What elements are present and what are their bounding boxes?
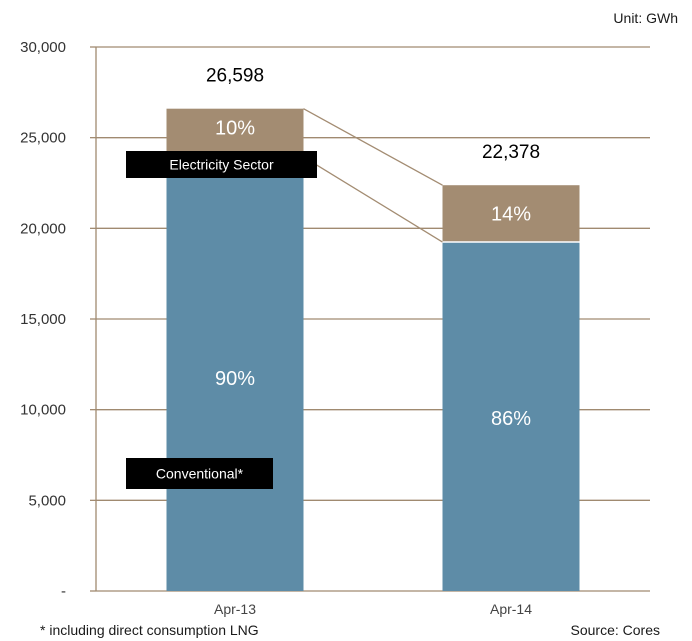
percent-label-electricity: 10% (215, 118, 255, 140)
y-tick-label: 20,000 (20, 220, 66, 237)
x-tick-label: Apr-13 (214, 601, 256, 617)
series-label-conventional-box (126, 458, 273, 489)
y-tick-label: 30,000 (20, 39, 66, 56)
bar-segment-electricity (442, 185, 580, 243)
series-label-conventional-text: Conventional* (156, 466, 244, 482)
bar-segment-conventional (166, 156, 304, 592)
connector-line-total (303, 108, 443, 186)
unit-label: Unit: GWh (613, 10, 678, 26)
y-tick-label: 5,000 (28, 492, 66, 509)
percent-label-conventional: 86% (491, 408, 531, 430)
bar-segment-conventional (442, 242, 580, 592)
y-tick-label: - (61, 583, 66, 600)
bars (166, 108, 580, 592)
series-labels: Electricity Sector Conventional* (126, 151, 317, 489)
y-tick-label: 15,000 (20, 311, 66, 328)
connector-lines (303, 108, 443, 243)
footnote: * including direct consumption LNG (40, 622, 259, 638)
y-tick-label: 25,000 (20, 130, 66, 147)
percent-label-conventional: 90% (215, 368, 255, 390)
total-label: 22,378 (482, 142, 540, 163)
source-note: Source: Cores (570, 622, 660, 638)
bar-segment-electricity (166, 108, 304, 157)
percent-label-electricity: 14% (491, 204, 531, 226)
data-labels: 90% 10% 26,598 86% 14% 22,378 (206, 66, 540, 430)
x-axis-ticks: Apr-13 Apr-14 (214, 601, 532, 617)
y-axis-ticks: - 5,000 10,000 15,000 20,000 25,000 30,000 (20, 39, 66, 600)
y-tick-label: 10,000 (20, 402, 66, 419)
x-tick-label: Apr-14 (490, 601, 532, 617)
connector-line-boundary (303, 156, 443, 243)
series-label-electricity-box (126, 151, 317, 178)
total-label: 26,598 (206, 66, 264, 87)
series-label-electricity-text: Electricity Sector (169, 157, 274, 173)
